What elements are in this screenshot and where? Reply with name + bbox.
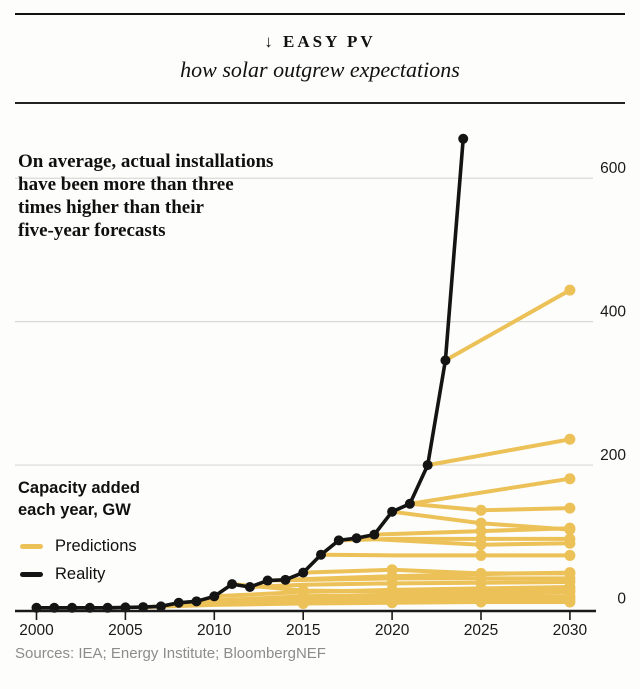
prediction-point	[475, 549, 487, 561]
reality-point	[244, 581, 255, 592]
top-rule	[15, 13, 625, 15]
reality-point	[404, 498, 415, 509]
reality-point	[422, 460, 433, 471]
prediction-point	[564, 473, 576, 485]
annotation-line: five-year forecasts	[18, 220, 166, 241]
reality-point	[209, 591, 220, 602]
prediction-point	[475, 585, 487, 597]
y-tick-label: 400	[600, 304, 626, 321]
legend: Predictions Reality	[20, 532, 137, 588]
reality-point	[387, 506, 398, 517]
reality-point	[440, 355, 451, 366]
annotation-line: times higher than their	[18, 197, 204, 218]
reality-point	[351, 533, 362, 544]
reality-line-swatch-icon	[20, 571, 43, 577]
prediction-point	[475, 539, 487, 551]
y-tick-label: 600	[600, 160, 626, 177]
x-tick-label: 2025	[464, 622, 498, 639]
y-axis-title-line: Capacity added	[18, 479, 140, 497]
y-axis-title: Capacity added each year, GW	[18, 477, 140, 521]
prediction-point	[564, 584, 576, 596]
x-tick-label: 2000	[19, 622, 54, 639]
annotation-line: On average, actual installations	[18, 151, 274, 172]
legend-item-predictions: Predictions	[20, 532, 137, 560]
predictions-line-swatch-icon	[20, 543, 43, 549]
prediction-point	[564, 537, 576, 549]
legend-item-reality: Reality	[20, 560, 137, 588]
sources-note: Sources: IEA; Energy Institute; Bloomber…	[15, 645, 326, 662]
reality-point	[280, 574, 291, 585]
prediction-point	[475, 525, 487, 537]
reality-point	[227, 579, 238, 590]
reality-point	[369, 529, 380, 540]
annotation-line: have been more than three	[18, 174, 234, 195]
reality-point	[173, 597, 184, 608]
prediction-point	[564, 433, 576, 445]
prediction-line	[301, 567, 572, 576]
reality-point	[315, 549, 326, 560]
y-tick-label: 0	[617, 591, 626, 608]
prediction-line	[407, 501, 572, 513]
prediction-point	[297, 585, 309, 597]
chart-kicker: ↓ EASY PV	[264, 32, 376, 51]
prediction-line	[407, 476, 572, 506]
legend-label: Predictions	[55, 536, 137, 555]
prediction-line	[425, 437, 572, 468]
chart-subtitle: how solar outgrew expectations	[180, 57, 460, 82]
prediction-point	[386, 564, 398, 576]
reality-point	[333, 535, 344, 546]
prediction-point	[475, 567, 487, 579]
prediction-point	[564, 284, 576, 296]
prediction-point	[564, 567, 576, 579]
y-tick-label: 200	[600, 447, 626, 464]
reality-point	[298, 567, 309, 578]
prediction-point	[386, 585, 398, 597]
reality-point	[191, 596, 202, 607]
reality-point	[262, 575, 273, 586]
x-tick-label: 2030	[553, 622, 588, 639]
y-axis-title-line: each year, GW	[18, 501, 131, 519]
x-tick-label: 2020	[375, 622, 410, 639]
prediction-point	[564, 549, 576, 561]
reality-point	[155, 601, 166, 612]
prediction-line	[319, 552, 572, 558]
prediction-point	[564, 502, 576, 514]
subtitle-rule	[15, 102, 625, 104]
prediction-line	[159, 597, 572, 609]
prediction-point	[475, 504, 487, 516]
prediction-point	[564, 524, 576, 536]
legend-label: Reality	[55, 564, 106, 583]
x-tick-label: 2005	[108, 622, 142, 639]
x-tick-label: 2010	[197, 622, 232, 639]
reality-point	[458, 133, 469, 144]
prediction-line	[443, 288, 572, 363]
x-tick-label: 2015	[286, 622, 320, 639]
chart-annotation: On average, actual installations have be…	[18, 150, 308, 242]
prediction-point	[475, 517, 487, 529]
reality-point	[138, 602, 149, 613]
